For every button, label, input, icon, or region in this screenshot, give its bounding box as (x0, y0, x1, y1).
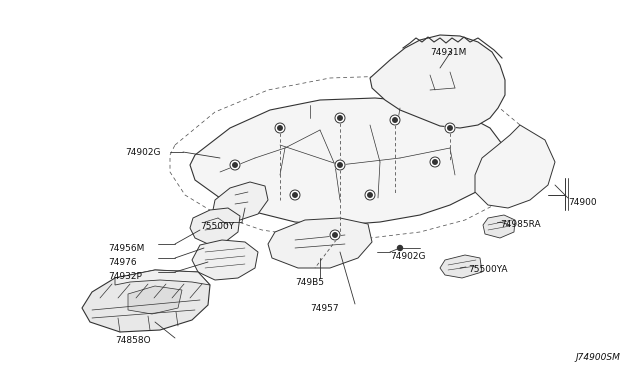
Polygon shape (115, 270, 210, 285)
Circle shape (330, 230, 340, 240)
Circle shape (333, 233, 337, 237)
Polygon shape (475, 125, 555, 208)
Polygon shape (190, 98, 505, 225)
Text: 74900: 74900 (568, 198, 596, 207)
Polygon shape (128, 286, 182, 314)
Text: 749B5: 749B5 (295, 278, 324, 287)
Polygon shape (370, 35, 505, 128)
Text: 74858O: 74858O (115, 336, 150, 345)
Polygon shape (483, 215, 515, 238)
Circle shape (233, 163, 237, 167)
Polygon shape (440, 255, 482, 278)
Text: 75500Y: 75500Y (200, 222, 234, 231)
Polygon shape (213, 182, 268, 220)
Text: 74976: 74976 (108, 258, 136, 267)
Text: 75500YA: 75500YA (468, 265, 508, 274)
Circle shape (278, 126, 282, 130)
Text: 74956M: 74956M (108, 244, 145, 253)
Circle shape (448, 126, 452, 130)
Circle shape (338, 116, 342, 120)
Circle shape (430, 157, 440, 167)
Circle shape (335, 113, 345, 123)
Text: J74900SM: J74900SM (575, 353, 620, 362)
Text: 74902G: 74902G (125, 148, 161, 157)
Circle shape (433, 160, 437, 164)
Text: 74985RA: 74985RA (500, 220, 541, 229)
Circle shape (390, 115, 400, 125)
Circle shape (290, 190, 300, 200)
Polygon shape (82, 270, 210, 332)
Circle shape (292, 193, 297, 197)
Circle shape (368, 193, 372, 197)
Text: 74931M: 74931M (430, 48, 467, 57)
Circle shape (338, 163, 342, 167)
Circle shape (335, 160, 345, 170)
Text: 74957: 74957 (310, 304, 339, 313)
Text: 74902G: 74902G (390, 252, 426, 261)
Circle shape (275, 123, 285, 133)
Circle shape (365, 190, 375, 200)
Circle shape (397, 246, 403, 250)
Polygon shape (192, 240, 258, 280)
Polygon shape (190, 208, 240, 244)
Circle shape (445, 123, 455, 133)
Circle shape (393, 118, 397, 122)
Text: 74932P: 74932P (108, 272, 142, 281)
Polygon shape (268, 218, 372, 268)
Circle shape (230, 160, 240, 170)
